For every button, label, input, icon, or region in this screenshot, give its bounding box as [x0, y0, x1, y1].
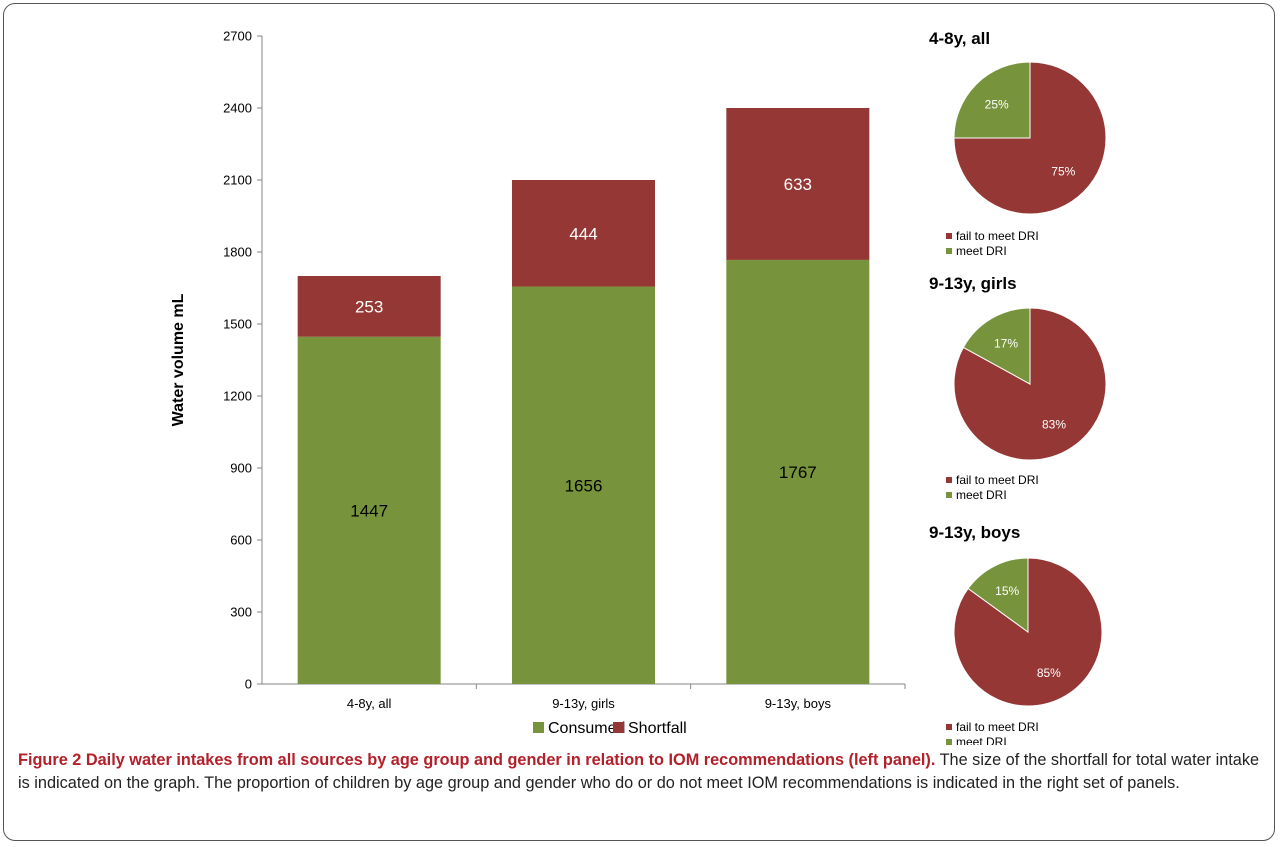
caption-text: The size of the shortfall for total wate… — [18, 751, 1260, 792]
pie-slice-meet — [962, 307, 1031, 385]
legend-label-shortfall: Shortfall — [628, 720, 687, 737]
x-category-label: 4-8y, all — [347, 696, 392, 711]
y-tick-label: 1200 — [223, 389, 252, 404]
pie-legend-label: meet DRI — [956, 488, 1007, 502]
pie-legend-label: meet DRI — [956, 244, 1007, 258]
legend-swatch-shortfall — [613, 722, 624, 733]
caption-bold: Figure 2 Daily water intakes from all so… — [18, 751, 936, 769]
x-category-label: 9-13y, girls — [552, 696, 615, 711]
pie-legend-swatch — [946, 492, 952, 498]
bar-shortfall-1 — [297, 276, 441, 337]
legend-label-consumed: Consumed — [548, 720, 625, 737]
data-label-shortfall: 633 — [784, 175, 812, 194]
pie-slice-label: 15% — [995, 584, 1019, 598]
y-axis-label: Water volume mL — [170, 293, 187, 426]
y-tick-label: 2100 — [223, 173, 252, 188]
pie-legend-label: fail to meet DRI — [956, 720, 1039, 734]
data-label-shortfall: 253 — [355, 297, 383, 316]
figure-caption: Figure 2 Daily water intakes from all so… — [18, 749, 1266, 795]
bar-shortfall-2 — [512, 180, 655, 287]
stacked-bar-chart: 0 300 600 900 1200 1500 1800 2100 2400 2700 Water … — [170, 29, 906, 737]
bar-consumed-1 — [297, 336, 441, 684]
data-label-consumed: 1767 — [779, 463, 817, 482]
y-tick-label: 600 — [230, 533, 252, 548]
legend-swatch-consumed — [533, 722, 544, 733]
figure-frame — [3, 3, 1275, 841]
pie-slice-label: 25% — [985, 98, 1009, 112]
y-tick-label: 0 — [245, 677, 252, 692]
y-tick-label: 2400 — [223, 101, 252, 116]
pie-slice-meet — [967, 557, 1029, 633]
pie-legend-label: meet DRI — [956, 735, 1007, 745]
pie-legend-swatch — [946, 724, 952, 730]
pie-slice-label: 75% — [1051, 164, 1075, 178]
y-tick-label: 900 — [230, 461, 252, 476]
pie-legend-swatch — [946, 739, 952, 745]
bar-shortfall-3 — [726, 108, 870, 260]
pie-title: 9-13y, girls — [929, 274, 1017, 293]
data-label-consumed: 1656 — [565, 476, 603, 495]
pie-slice-fail — [953, 61, 1107, 215]
pie-title: 9-13y, boys — [929, 523, 1020, 542]
pie-legend-swatch — [946, 477, 952, 483]
pie-slice-meet — [953, 61, 1031, 139]
y-tick-label: 1500 — [223, 317, 252, 332]
y-tick-label: 1800 — [223, 245, 252, 260]
bar-consumed-3 — [726, 259, 870, 684]
y-tick-label: 2700 — [223, 29, 252, 44]
bar-consumed-2 — [512, 286, 655, 684]
pie-slice-label: 83% — [1042, 418, 1066, 432]
x-category-label: 9-13y, boys — [765, 696, 832, 711]
data-label-consumed: 1447 — [350, 501, 388, 520]
pie-legend-label: fail to meet DRI — [956, 473, 1039, 487]
pie-slice-label: 17% — [994, 336, 1018, 350]
pie-title: 4-8y, all — [929, 29, 990, 48]
pie-slice-label: 85% — [1037, 666, 1061, 680]
data-label-shortfall: 444 — [569, 224, 597, 243]
pie-legend-label: fail to meet DRI — [956, 229, 1039, 243]
y-tick-label: 300 — [230, 605, 252, 620]
pie-legend-swatch — [946, 248, 952, 254]
pie-legend-swatch — [946, 233, 952, 239]
